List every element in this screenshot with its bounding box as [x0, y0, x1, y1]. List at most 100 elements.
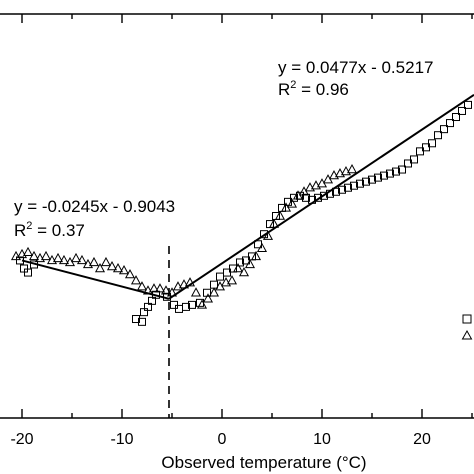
triangle-marker — [136, 281, 148, 291]
square-marker — [386, 169, 394, 178]
triangle-marker — [286, 198, 298, 208]
triangle-marker — [304, 182, 316, 192]
right-fit-equation: y = 0.0477x - 0.5217 — [278, 58, 433, 77]
legend-triangle-marker — [461, 329, 473, 340]
triangle-marker — [250, 250, 262, 261]
triangle-marker — [130, 275, 142, 285]
left-fit-r2: R2 = 0.37 — [14, 220, 85, 240]
triangle-marker — [52, 252, 64, 263]
square-marker — [404, 159, 412, 168]
square-marker — [338, 185, 346, 194]
triangle-marker — [238, 267, 250, 277]
square-marker — [464, 100, 472, 109]
triangle-marker — [202, 293, 214, 303]
triangle-marker — [160, 285, 172, 295]
triangle-marker — [334, 168, 346, 178]
triangle-marker — [10, 250, 22, 261]
x-tick-label: 0 — [218, 431, 227, 448]
triangle-marker — [94, 262, 106, 273]
square-marker — [229, 264, 237, 273]
x-tick-labels: -20 -10 0 10 20 — [10, 431, 431, 448]
triangle-marker — [232, 262, 244, 273]
triangle-marker — [226, 275, 238, 285]
triangle-marker — [340, 166, 352, 176]
x-tick-label: -20 — [10, 431, 33, 448]
triangle-marker — [148, 283, 160, 293]
triangle-marker — [100, 256, 112, 267]
triangle-marker — [274, 210, 286, 220]
triangle-marker — [262, 230, 274, 240]
square-marker — [398, 165, 406, 174]
x-axis-label: Observed temperature (°C) — [161, 453, 366, 472]
square-marker — [182, 302, 190, 311]
square-marker — [302, 193, 310, 202]
square-marker — [362, 177, 370, 186]
x-tick-label: 10 — [313, 431, 331, 448]
square-marker — [452, 113, 460, 122]
square-marker — [344, 183, 352, 192]
square-marker — [392, 167, 400, 176]
square-marker — [440, 125, 448, 134]
square-marker — [284, 197, 292, 206]
square-marker — [380, 171, 388, 180]
legend-square-marker — [462, 314, 472, 324]
square-marker — [434, 131, 442, 140]
triangle-marker — [118, 264, 130, 275]
legend — [461, 314, 473, 340]
square-marker — [422, 143, 430, 152]
square-marker — [170, 300, 178, 309]
square-marker — [320, 191, 328, 200]
square-marker — [210, 280, 218, 289]
triangle-marker — [196, 299, 208, 309]
triangle-marker — [58, 254, 70, 265]
square-marker — [24, 268, 32, 277]
triangle-marker — [154, 283, 166, 293]
square-marker — [216, 272, 224, 281]
square-marker — [458, 106, 466, 115]
triangle-marker — [124, 269, 136, 279]
square-marker — [223, 268, 231, 277]
x-tick-label: -10 — [110, 431, 133, 448]
triangle-marker — [256, 242, 268, 253]
square-marker — [138, 317, 146, 326]
left-fit-equation: y = -0.0245x - 0.9043 — [14, 197, 175, 216]
square-marker — [290, 193, 298, 202]
triangle-marker — [22, 246, 34, 257]
triangle-marker — [46, 254, 58, 265]
square-marker — [356, 179, 364, 188]
triangle-marker — [112, 262, 124, 273]
right-fit-r2: R2 = 0.96 — [278, 79, 349, 99]
triangle-marker — [88, 256, 100, 267]
square-marker — [188, 300, 196, 309]
square-marker — [260, 230, 268, 239]
triangle-marker — [82, 258, 94, 269]
plot-frame — [0, 13, 474, 419]
triangle-marker — [70, 252, 82, 263]
triangle-marker — [40, 250, 52, 261]
triangle-marker — [328, 170, 340, 180]
triangle-marker — [310, 180, 322, 190]
fit-line-left — [21, 259, 170, 300]
square-marker — [410, 155, 418, 164]
square-marker — [368, 175, 376, 184]
square-marker — [416, 147, 424, 156]
triangle-marker — [34, 252, 46, 263]
x-tick-label: 20 — [413, 431, 431, 448]
square-marker — [446, 119, 454, 128]
triangle-marker — [190, 287, 202, 297]
square-marker — [132, 315, 140, 324]
square-marker — [236, 258, 244, 267]
triangle-marker — [76, 254, 88, 265]
triangle-marker — [106, 260, 118, 271]
triangle-marker — [268, 218, 280, 228]
data-points — [10, 100, 472, 326]
triangle-marker — [28, 250, 40, 261]
fit-lines — [21, 93, 474, 300]
triangle-marker — [244, 258, 256, 269]
triangle-marker — [220, 277, 232, 287]
triangle-marker — [16, 248, 28, 259]
triangle-marker — [172, 281, 184, 291]
square-marker — [175, 304, 183, 313]
triangle-marker — [346, 163, 358, 174]
